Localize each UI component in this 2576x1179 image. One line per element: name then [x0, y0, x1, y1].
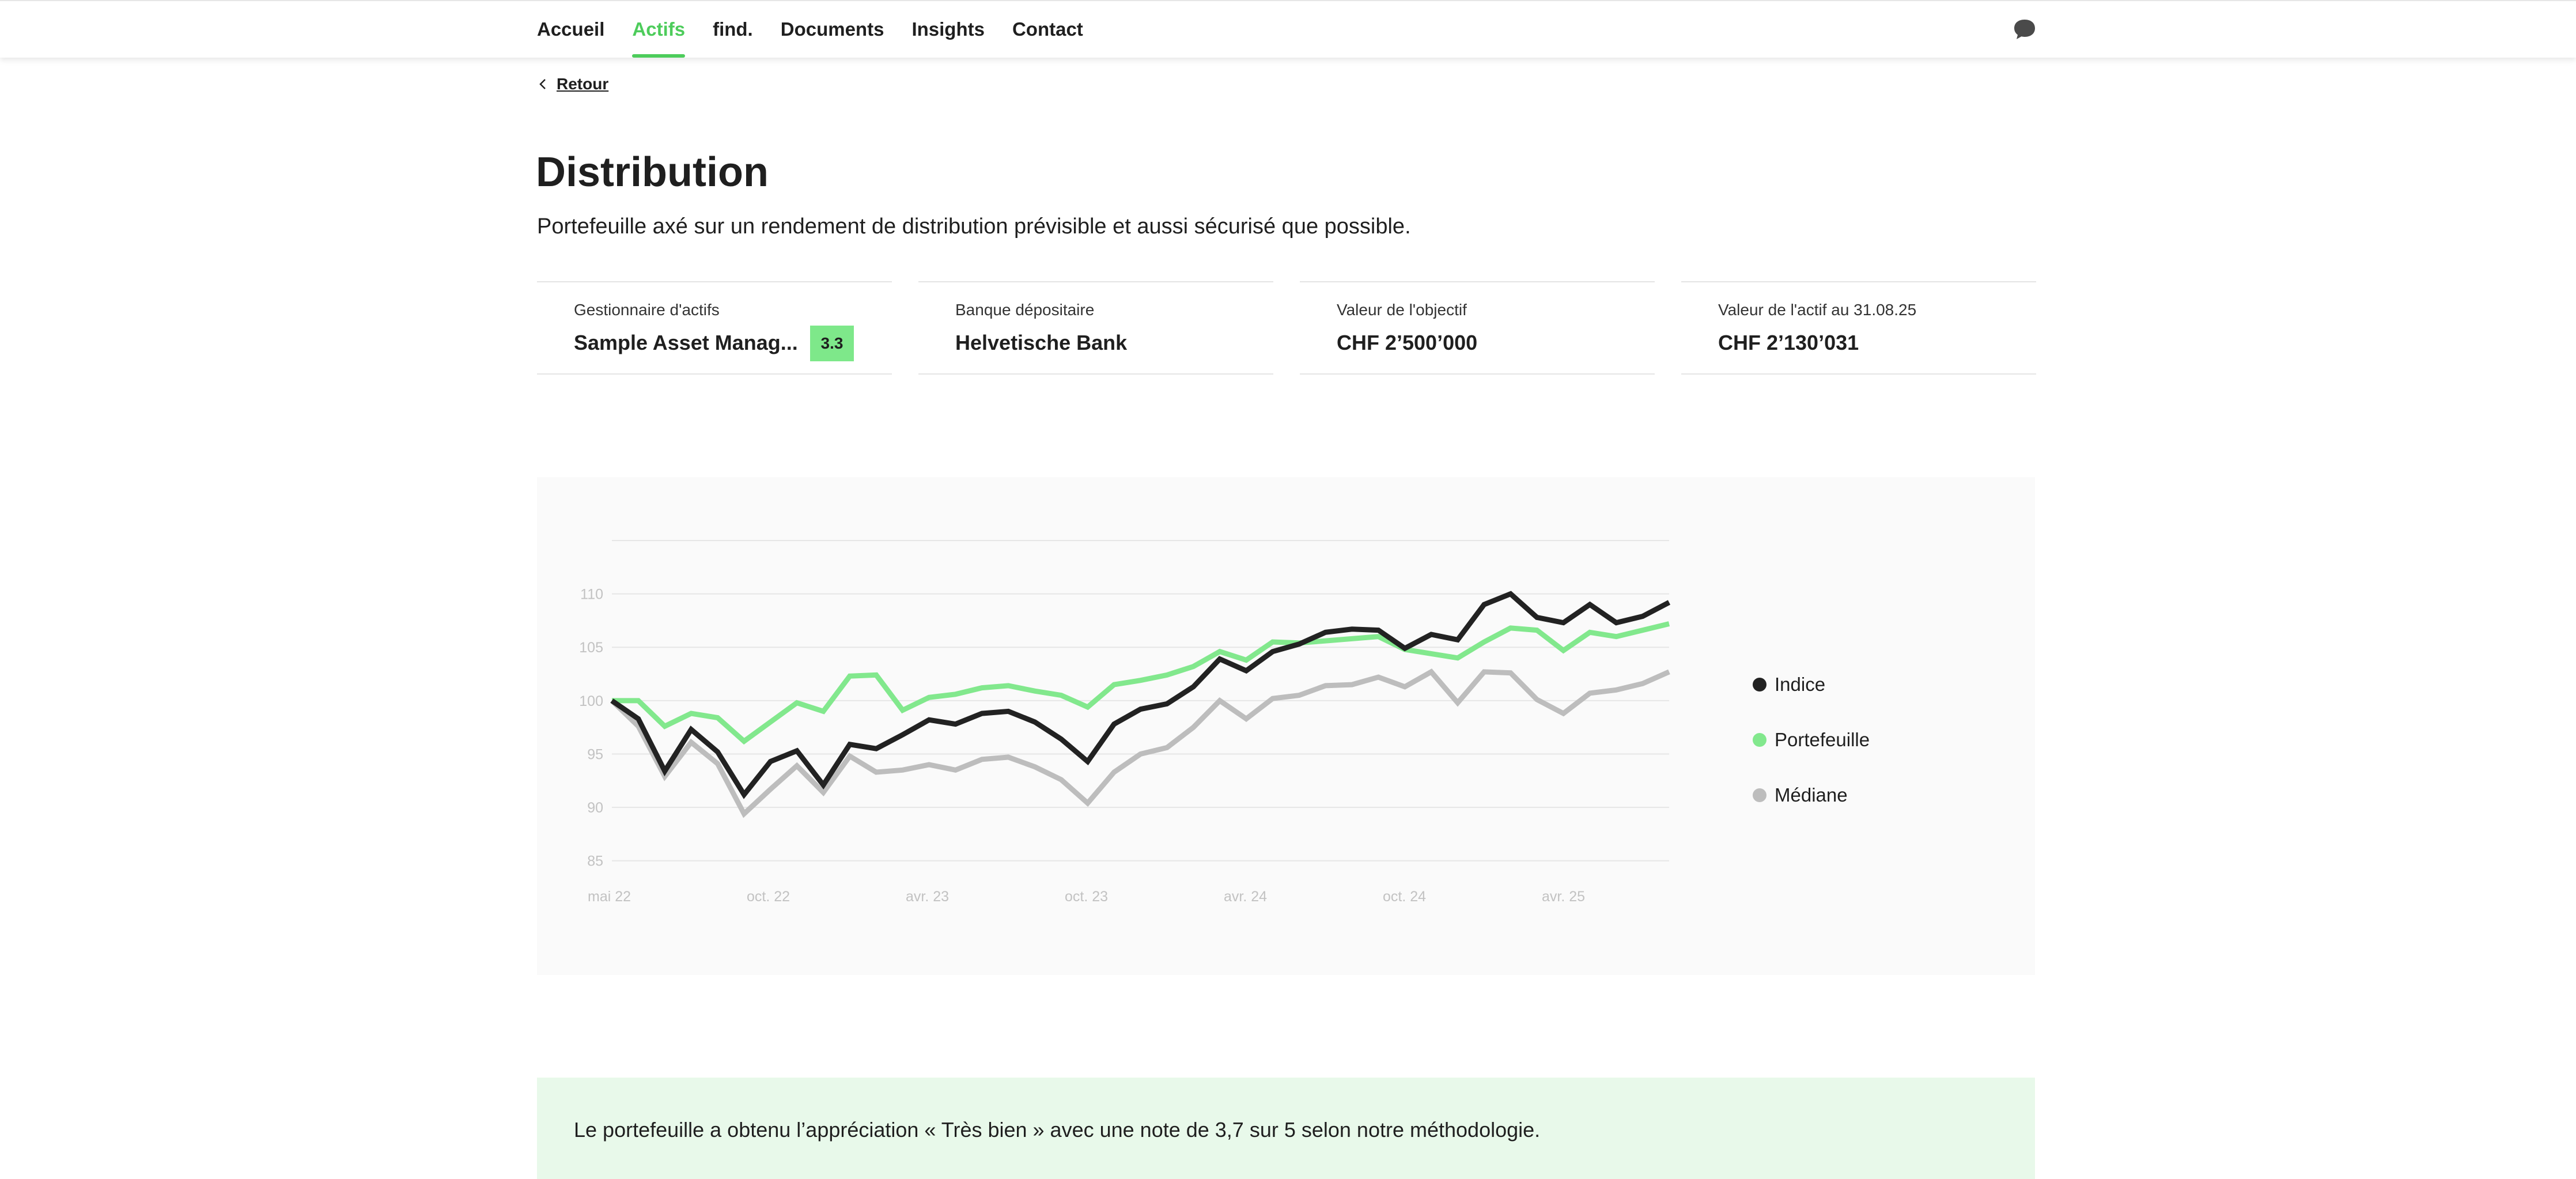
legend-dot: [1753, 733, 1766, 747]
legend-item-mediane[interactable]: Médiane: [1753, 768, 1870, 823]
legend-label: Indice: [1775, 674, 1826, 695]
nav-item-contact[interactable]: Contact: [1012, 18, 1083, 40]
nav-item-documents[interactable]: Documents: [780, 18, 884, 40]
series-line-portefeuille: [612, 621, 1670, 745]
performance-chart-svg: 85 90 95 100 105 110 mai 22 oct. 22 avr. 23 oct. …: [579, 540, 1671, 905]
back-link-label: Retour: [557, 75, 609, 93]
legend-item-indice[interactable]: Indice: [1753, 657, 1870, 712]
performance-chart: 85 90 95 100 105 110 mai 22 oct. 22 avr. 23 oct. …: [537, 477, 2035, 975]
card-label: Valeur de l'actif au 31.08.25: [1718, 301, 1917, 319]
card-value: CHF 2’500’000: [1337, 331, 1478, 354]
card-custodian-bank: Banque dépositaire Helvetische Bank: [918, 281, 1273, 375]
page-subtitle: Portefeuille axé sur un rendement de dis…: [537, 214, 1411, 239]
y-tick-label: 110: [580, 587, 603, 603]
card-value: Helvetische Bank: [955, 331, 1128, 354]
nav-item-actifs[interactable]: Actifs: [632, 1, 685, 58]
legend-label: Médiane: [1775, 784, 1848, 806]
card-target-value: Valeur de l'objectif CHF 2’500’000: [1300, 281, 1655, 375]
top-navigation-bar: Accueil Actifs find. Documents Insights …: [0, 0, 2576, 58]
rating-note: Le portefeuille a obtenu l’appréciation …: [537, 1078, 2035, 1179]
nav-item-insights[interactable]: Insights: [911, 18, 985, 40]
x-tick-label: mai 22: [588, 889, 631, 905]
legend-label: Portefeuille: [1775, 729, 1870, 750]
y-tick-label: 95: [587, 746, 603, 762]
x-tick-label: oct. 23: [1065, 889, 1108, 905]
x-tick-label: avr. 25: [1542, 889, 1585, 905]
legend-dot: [1753, 678, 1766, 691]
card-value: Sample Asset Manag...: [574, 331, 798, 354]
chevron-left-icon: [539, 79, 546, 89]
y-tick-label: 90: [587, 800, 603, 816]
page-title: Distribution: [536, 149, 769, 195]
back-link[interactable]: Retour: [537, 75, 608, 93]
x-tick-label: avr. 24: [1224, 889, 1267, 905]
nav-item-accueil[interactable]: Accueil: [537, 18, 605, 40]
chat-bubble-icon[interactable]: [2013, 18, 2036, 40]
legend-dot: [1753, 788, 1766, 802]
card-asset-value: Valeur de l'actif au 31.08.25 CHF 2’130’…: [1681, 281, 2036, 375]
card-value: CHF 2’130’031: [1718, 331, 1859, 354]
legend-item-portefeuille[interactable]: Portefeuille: [1753, 712, 1870, 768]
card-asset-manager: Gestionnaire d'actifs Sample Asset Manag…: [537, 281, 892, 375]
chart-legend: Indice Portefeuille Médiane: [1753, 657, 1870, 823]
y-tick-label: 100: [579, 693, 603, 709]
y-tick-label: 105: [579, 640, 603, 656]
series-line-mediane: [610, 668, 1670, 818]
x-tick-label: oct. 22: [747, 889, 790, 905]
card-label: Valeur de l'objectif: [1337, 301, 1467, 319]
rating-note-text: Le portefeuille a obtenu l’appréciation …: [574, 1118, 1541, 1142]
x-tick-label: oct. 24: [1383, 889, 1426, 905]
y-tick-label: 85: [587, 853, 603, 870]
card-label: Banque dépositaire: [955, 301, 1095, 319]
rating-badge: 3.3: [810, 326, 854, 361]
nav-item-find[interactable]: find.: [713, 18, 753, 40]
card-label: Gestionnaire d'actifs: [574, 301, 720, 319]
series-line-indice: [610, 591, 1671, 799]
x-tick-label: avr. 23: [906, 889, 949, 905]
main-nav: Accueil Actifs find. Documents Insights …: [537, 1, 1111, 58]
